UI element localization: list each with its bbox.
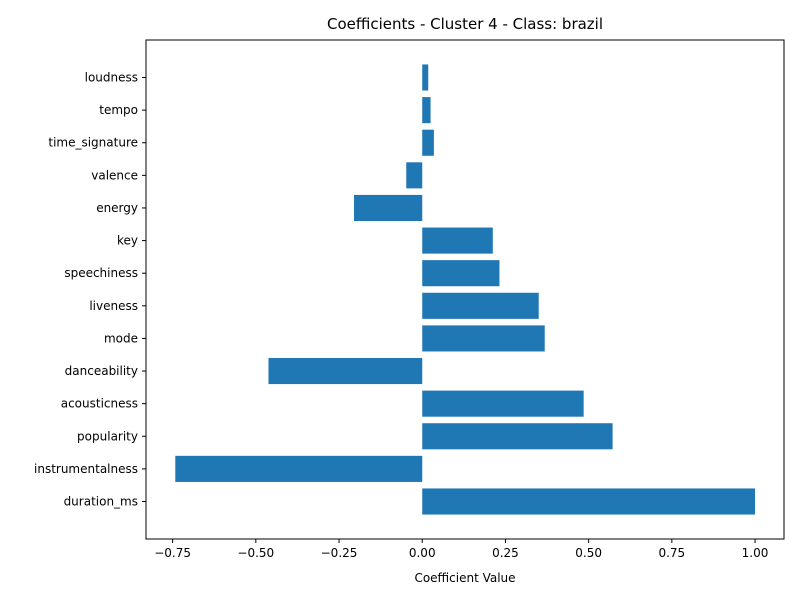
y-tick-label: duration_ms [64,494,138,508]
bar-time_signature [422,129,434,156]
y-tick-label: energy [96,201,138,215]
chart-title: Coefficients - Cluster 4 - Class: brazil [327,15,603,33]
x-axis-ticks: −0.75 −0.50 −0.25 0.00 0.25 0.50 0.75 1.00 [154,539,768,560]
bar-liveness [422,292,539,319]
x-tick-label: 0.75 [658,546,685,560]
y-tick-label: danceability [65,364,138,378]
bar-popularity [422,423,613,450]
y-tick-label: time_signature [48,136,138,150]
y-tick-label: liveness [89,299,138,313]
y-tick-label: speechiness [64,266,138,280]
y-tick-label: valence [91,168,138,182]
x-tick-label: −0.50 [237,546,274,560]
bar-key [422,227,493,254]
y-axis-ticks: duration_ms instrumentalness popularity aco… [34,71,146,508]
bar-speechiness [422,260,500,287]
y-tick-label: acousticness [61,397,138,411]
bar-energy [354,194,423,222]
x-tick-label: 1.00 [742,546,769,560]
y-tick-label: instrumentalness [34,462,138,476]
bar-duration_ms [422,488,756,515]
y-tick-label: key [117,234,138,248]
x-tick-label: −0.75 [154,546,191,560]
bar-instrumentalness [175,455,423,482]
x-tick-label: 0.25 [492,546,519,560]
bar-danceability [268,357,423,385]
y-tick-label: popularity [77,429,138,443]
bar-tempo [422,97,431,124]
bar-valence [406,162,423,189]
bar-acousticness [422,390,584,417]
x-tick-label: −0.25 [321,546,358,560]
y-tick-label: mode [104,331,138,345]
x-tick-label: 0.00 [409,546,436,560]
bars-group [175,64,756,515]
x-tick-label: 0.50 [575,546,602,560]
bar-loudness [422,64,429,91]
bar-mode [422,325,545,352]
x-axis-label: Coefficient Value [414,571,515,585]
y-tick-label: loudness [85,71,138,85]
plot-area [145,39,785,540]
y-tick-label: tempo [99,103,138,117]
